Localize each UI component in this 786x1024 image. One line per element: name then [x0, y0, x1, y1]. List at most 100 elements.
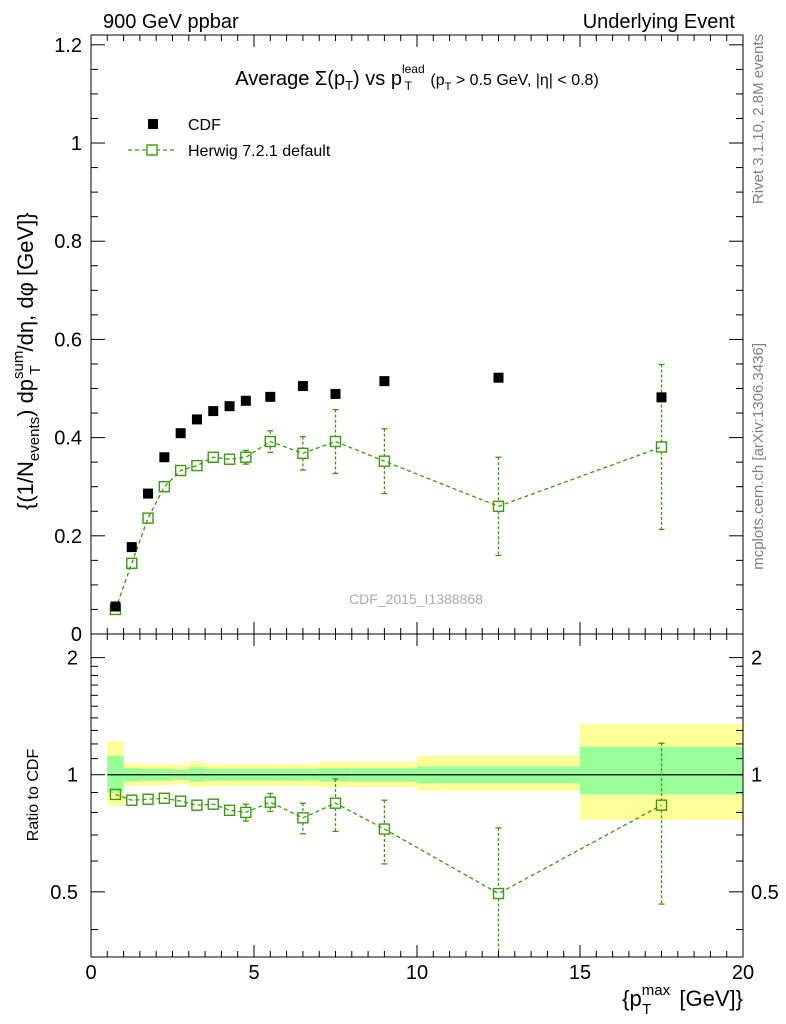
x-tick-label-2: 10 — [406, 962, 428, 984]
cdf-point-9 — [265, 391, 276, 402]
title-sup-lead: lead — [402, 62, 425, 76]
cdf-point-6 — [208, 406, 219, 417]
herwig-point-1 — [126, 557, 138, 569]
ratio-point-3 — [158, 792, 171, 804]
herwig-point-12 — [378, 455, 391, 467]
cdf-point-10 — [297, 381, 308, 392]
herwig-point-3 — [158, 481, 171, 493]
main-y-tick-label-4: 0.8 — [54, 231, 82, 253]
cdf-point-13 — [493, 372, 504, 383]
herwig-point-5 — [191, 459, 203, 472]
x-tick-label-0: 0 — [85, 962, 96, 984]
ratio-point-0 — [109, 788, 122, 801]
ratio-point-10 — [297, 812, 309, 824]
cdf-point-11 — [330, 388, 341, 399]
ratio-y-label: Ratio to CDF — [25, 749, 42, 842]
ratio-point-7 — [223, 804, 236, 817]
ratio-y-tick-label-right-0: 0.5 — [751, 882, 779, 904]
herwig-point-13 — [492, 500, 505, 513]
ratio-point-4 — [174, 795, 187, 807]
legend-cdf-marker — [148, 119, 158, 129]
herwig-point-9 — [264, 435, 276, 448]
ratio-point-1 — [126, 794, 138, 806]
xlabel-sup-max: max — [642, 982, 671, 999]
title-sub-t3: T — [445, 81, 452, 93]
main-y-label: {(1/Nevents) dpsumT/dη, dφ [GeV]} — [10, 212, 44, 510]
title-prefix: Average — [235, 68, 315, 90]
herwig-line — [114, 440, 662, 610]
main-y-tick-label-3: 0.6 — [54, 329, 82, 351]
cdf-point-7 — [224, 401, 235, 412]
chart-marks — [109, 372, 668, 900]
cdf-point-0 — [110, 601, 121, 612]
herwig-point-14 — [655, 441, 668, 453]
x-axis-label: {pmax T [GeV]} — [622, 982, 743, 1018]
x-tick-label-1: 5 — [248, 962, 259, 984]
x-tick-label-4: 20 — [732, 962, 754, 984]
herwig-point-7 — [223, 453, 236, 465]
analysis-watermark: CDF_2015_I1388868 — [349, 591, 483, 607]
cdf-point-4 — [175, 428, 186, 439]
series-lines — [114, 363, 665, 957]
ratio-y-tick-label-right-2: 2 — [751, 648, 762, 670]
x-tick-label-3: 15 — [569, 962, 591, 984]
herwig-point-10 — [297, 447, 309, 460]
ratio-point-6 — [207, 798, 219, 810]
main-y-tick-label-0: 0 — [71, 624, 82, 646]
legend-cdf-label: CDF — [188, 117, 221, 134]
header-right: Underlying Event — [583, 11, 736, 33]
cdf-point-3 — [159, 452, 170, 463]
ratio-point-13 — [492, 887, 505, 900]
herwig-point-8 — [240, 451, 252, 463]
header-left: 900 GeV ppbar — [103, 11, 239, 33]
ylabel-sub-events: events — [26, 417, 43, 461]
herwig-point-2 — [142, 512, 154, 524]
ratio-y-tick-label-right-1: 1 — [751, 765, 762, 787]
xlabel-a: {p — [622, 986, 642, 1011]
ylabel-b: ) dp — [13, 379, 38, 417]
ratio-point-11 — [329, 797, 342, 809]
main-y-tick-label-6: 1.2 — [54, 35, 82, 57]
cdf-point-12 — [379, 376, 390, 387]
ratio-y-tick-label-left-1: 1 — [67, 765, 78, 787]
main-y-tick-label-5: 1 — [71, 133, 82, 155]
ratio-point-12 — [378, 823, 391, 835]
ylabel-sup-sum: sum — [10, 351, 27, 379]
mcplots-label: mcplots.cern.ch [arXiv:1306.3436] — [750, 343, 767, 570]
cdf-point-14 — [656, 392, 667, 403]
ylabel-a: {(1/N — [13, 461, 38, 510]
xlabel-b: [GeV]} — [673, 986, 743, 1011]
main-y-tick-label-1: 0.2 — [54, 526, 82, 548]
herwig-point-4 — [174, 464, 187, 477]
ratio-y-tick-label-left-0: 0.5 — [50, 882, 78, 904]
ratio-point-14 — [655, 799, 668, 811]
title-sub-t: T — [345, 78, 353, 93]
cdf-point-5 — [191, 414, 202, 425]
herwig-point-6 — [207, 451, 219, 463]
ylabel-sub-t: T — [27, 365, 44, 374]
ratio-point-5 — [191, 799, 203, 811]
ratio-point-9 — [264, 796, 276, 808]
herwig-point-11 — [329, 435, 342, 448]
axes: 0 5 10 15 20 0 0.2 0.4 0.6 0.8 1 1.2 0.5 0.5 1 1 2 2 — [50, 34, 779, 984]
cdf-point-2 — [143, 488, 154, 499]
main-y-tick-label-2: 0.4 — [54, 428, 82, 450]
cdf-point-1 — [126, 542, 137, 553]
plot-title: Average Σ(pT) vs plead T (pT > 0.5 GeV, |… — [235, 62, 599, 93]
ratio-point-8 — [240, 806, 252, 819]
title-sigma: Σ(p — [315, 68, 345, 90]
ratio-point-2 — [142, 793, 154, 805]
rivet-label: Rivet 3.1.10, 2.8M events — [750, 34, 767, 204]
legend-herwig-marker — [146, 144, 158, 156]
xlabel-sub-t: T — [642, 1001, 651, 1018]
title-close: ) — [353, 68, 360, 90]
title-vs: vs p — [360, 68, 402, 90]
band-inner-0 — [107, 755, 124, 793]
title-cut-rest: > 0.5 GeV, |η| < 0.8) — [451, 72, 598, 89]
legend: CDF Herwig 7.2.1 default — [128, 117, 331, 160]
title-sub-t2: T — [405, 79, 413, 93]
legend-herwig-label: Herwig 7.2.1 default — [188, 143, 331, 160]
ylabel-c: /dη, dφ [GeV]} — [13, 212, 38, 351]
cdf-point-8 — [240, 395, 251, 406]
